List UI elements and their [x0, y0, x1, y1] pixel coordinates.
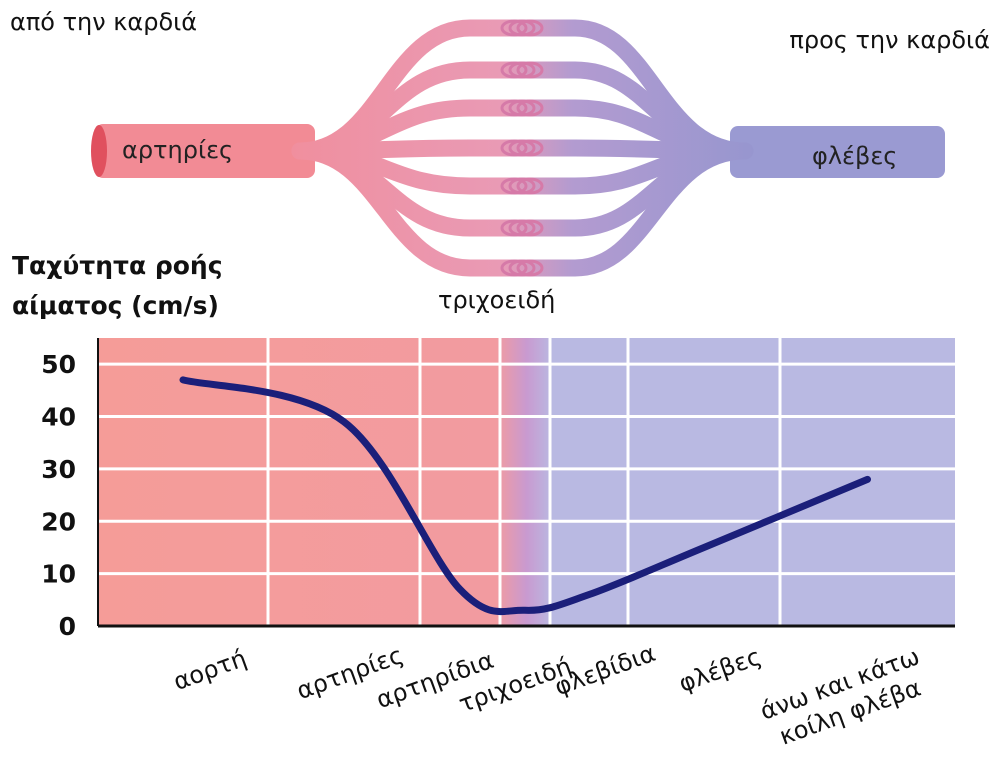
capillaries-label: τριχοειδή [438, 286, 555, 314]
y-tick-label: 30 [41, 455, 76, 484]
y-axis-label: Ταχύτητα ροής αίματος (cm/s) [12, 246, 257, 326]
y-tick-label: 40 [41, 403, 76, 432]
to-heart-label: προς την καρδιά [789, 26, 990, 54]
page: από την καρδιά προς την καρδιά αρτηρίες … [0, 0, 998, 777]
from-heart-label: από την καρδιά [10, 8, 197, 36]
vessel [300, 148, 745, 151]
arteries-label: αρτηρίες [122, 136, 233, 164]
y-tick-label: 50 [41, 350, 76, 379]
y-tick-label: 20 [41, 507, 76, 536]
artery-opening [91, 125, 107, 177]
veins-label: φλέβες [812, 142, 897, 170]
plot-background [98, 338, 955, 626]
y-tick-label: 0 [59, 612, 76, 641]
y-tick-label: 10 [41, 560, 76, 589]
